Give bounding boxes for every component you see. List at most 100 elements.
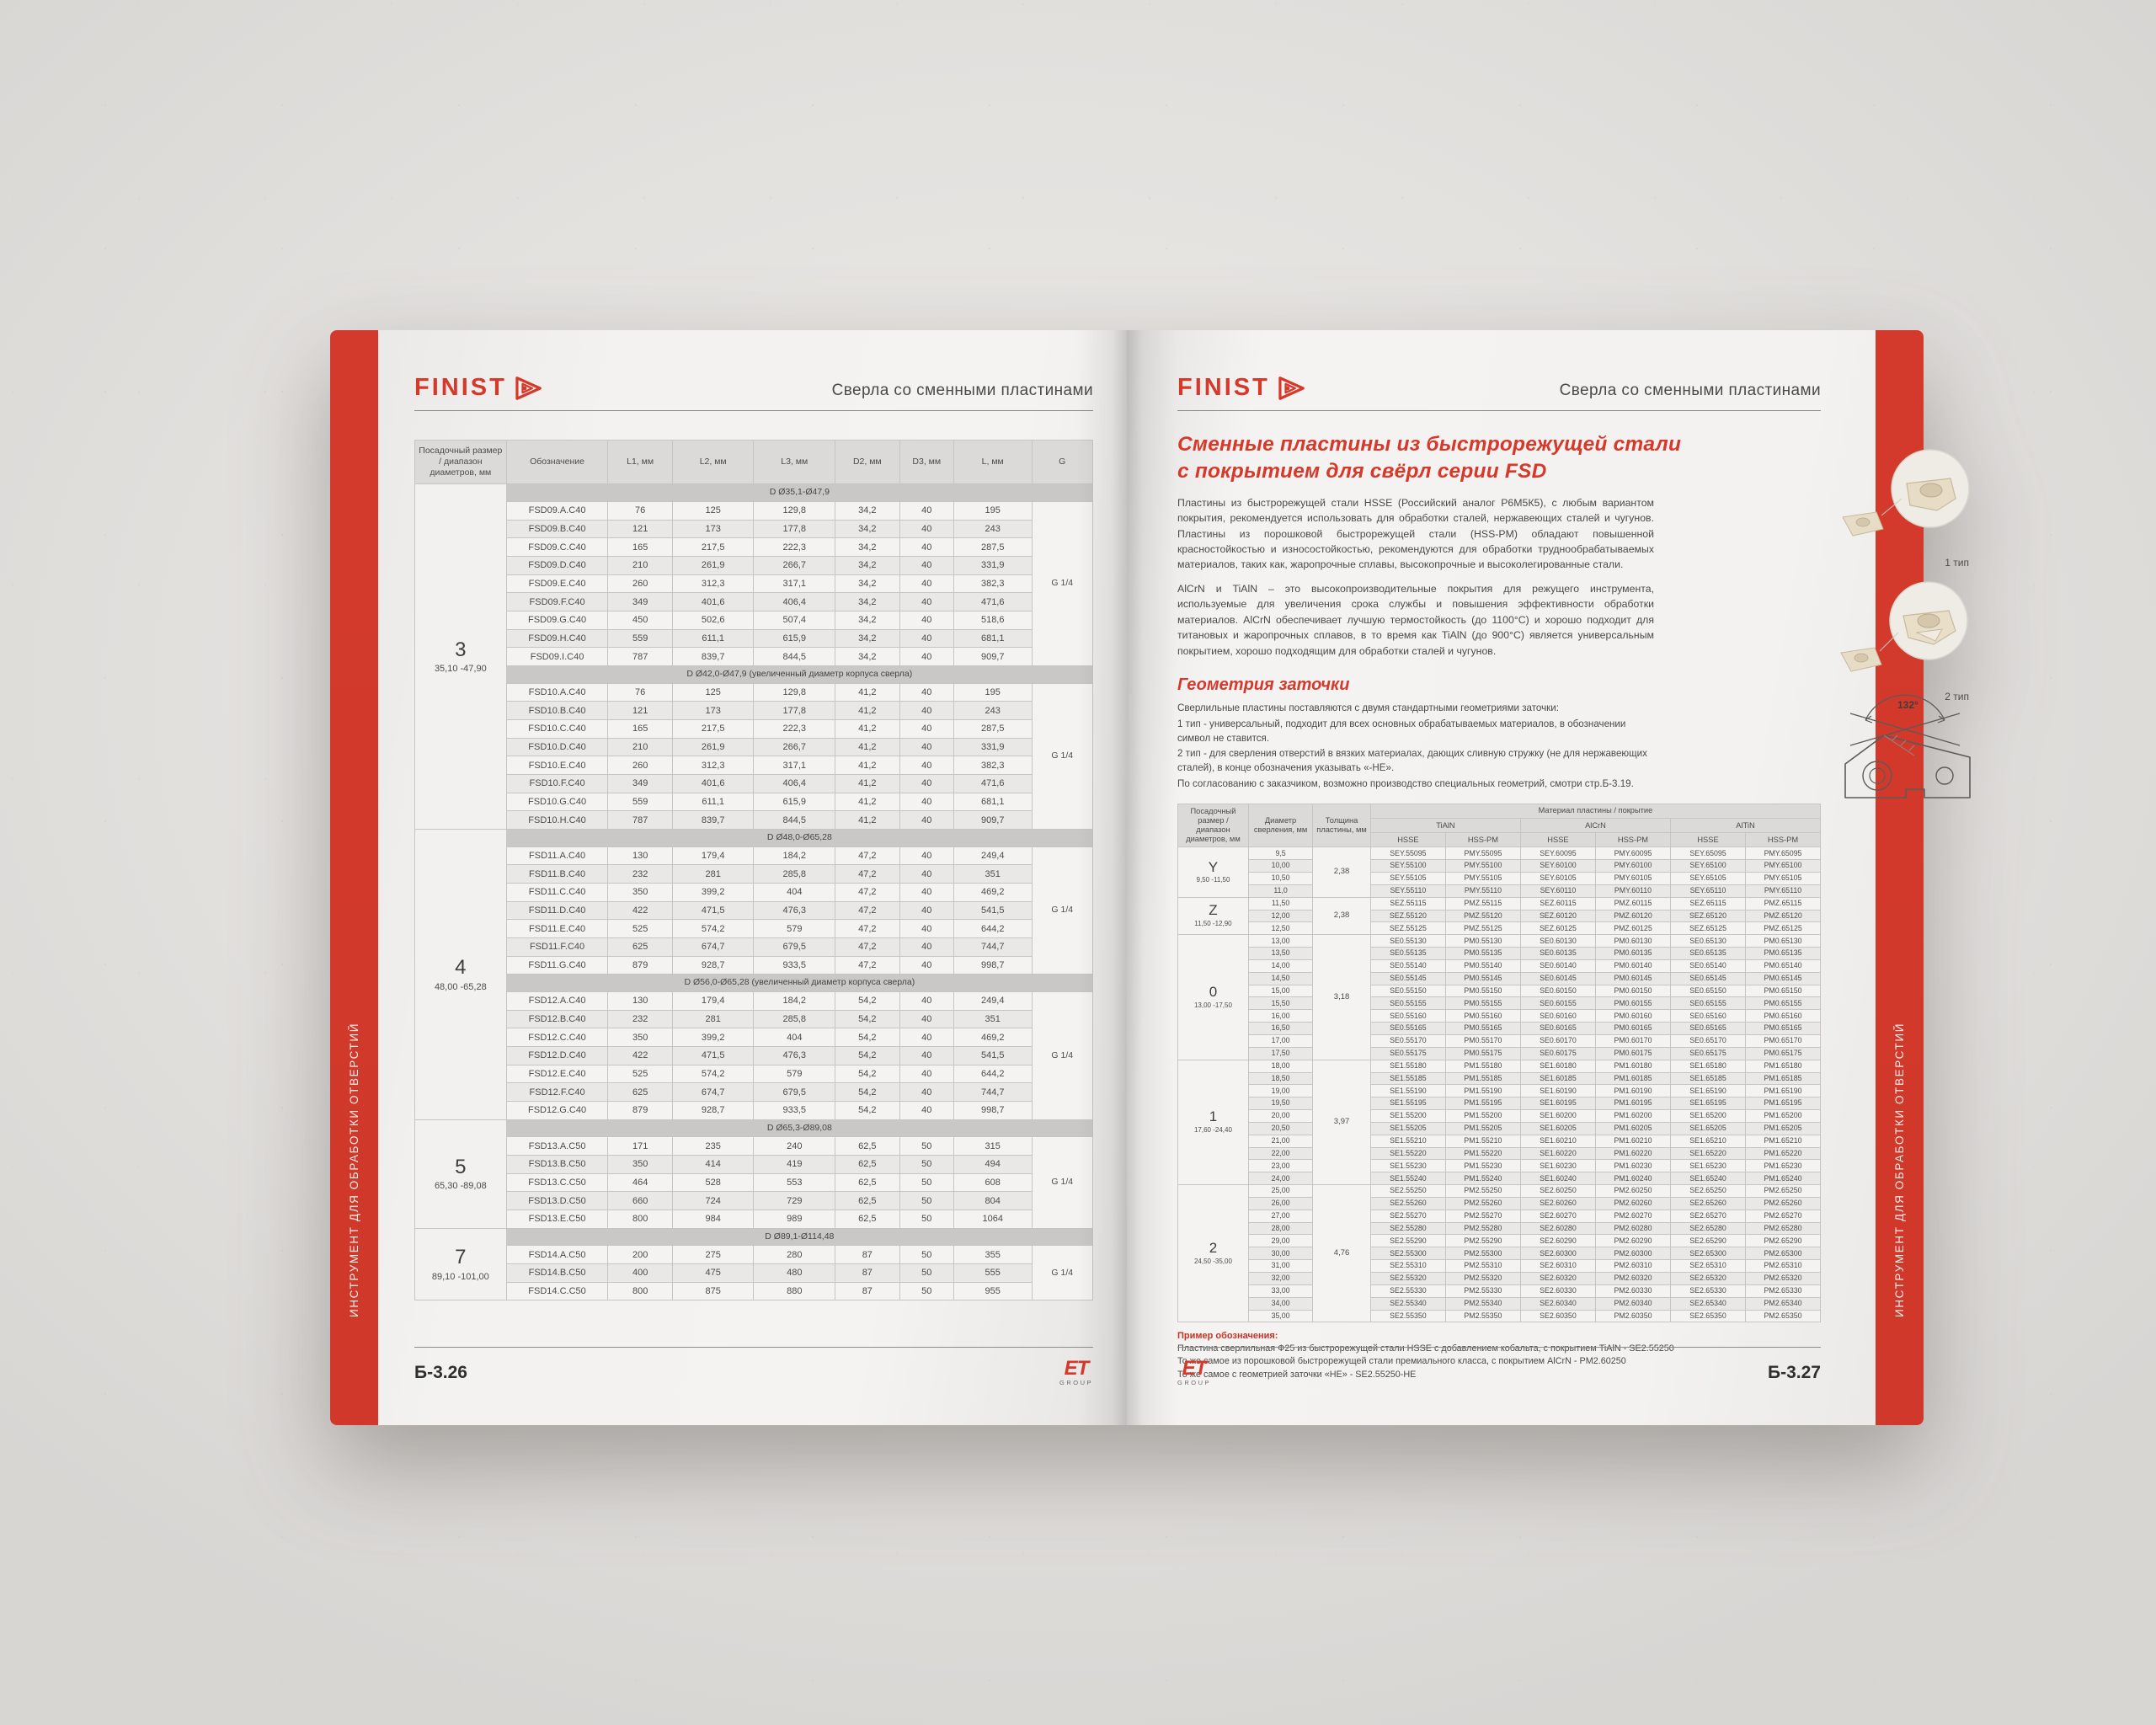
size-group-cell: Z 11,50 -12,90 [1177, 896, 1249, 936]
table-row: FSD12.F.C40 625 674,7 679,5 54,2 40 744,7 [415, 1082, 1093, 1103]
left-page-footer: Б-3.26 ET GROUP [414, 1347, 1093, 1386]
designation-cell: FSD10.F.C40 [505, 774, 609, 793]
insert-code-cell: SEZ.55120 [1369, 909, 1446, 923]
example-line-2: То же самое из порошковой быстрорежущей … [1177, 1356, 1626, 1367]
insert-code-cell: SEZ.60120 [1519, 909, 1596, 923]
value-cell: 475 [671, 1263, 755, 1283]
insert-code-cell: SE1.60240 [1519, 1172, 1596, 1186]
value-cell: 129,8 [753, 501, 836, 521]
value-cell: 729 [753, 1191, 836, 1211]
value-cell: 879 [607, 955, 673, 975]
insert-code-cell: SE0.60155 [1519, 996, 1596, 1011]
value-cell: 195 [953, 501, 1033, 521]
insert-code-cell: PM0.65165 [1745, 1022, 1821, 1035]
value-cell: 559 [607, 792, 673, 812]
insert-code-cell: SE1.65240 [1669, 1172, 1747, 1186]
drill-dimensions-table: Посадочный размер / диапазон диаметров, … [414, 439, 1094, 1301]
article-title-line2: с покрытием для свёрл серии FSD [1177, 459, 1547, 483]
value-cell: 574,2 [671, 1064, 755, 1084]
geometry-type2-note: 2 тип - для сверления отверстий в вязких… [1177, 748, 1647, 774]
value-cell: 404 [753, 883, 836, 902]
insert-code-cell: PMY.65105 [1745, 872, 1821, 885]
value-cell: 40 [899, 1064, 954, 1084]
drill-diameter-cell: 10,00 [1247, 859, 1314, 873]
value-cell: 165 [607, 719, 673, 739]
value-cell: 34,2 [835, 556, 900, 575]
insert-code-cell: SE1.60185 [1519, 1071, 1596, 1086]
footer-rule [414, 1347, 1093, 1348]
insert-code-cell: SEY.60095 [1519, 846, 1596, 861]
insert-code-cell: PM0.60130 [1594, 934, 1672, 948]
insert-code-cell: PM0.60170 [1594, 1033, 1672, 1048]
value-cell: 399,2 [671, 883, 755, 902]
value-cell: 559 [607, 628, 673, 649]
value-cell: 611,1 [671, 792, 755, 812]
substrate-header-row: HSSE HSS-PM HSSE HSS-PM HSSE HSS-PM [1178, 832, 1821, 848]
table-row: FSD09.F.C40 349 401,6 406,4 34,2 40 471,6 [415, 592, 1093, 612]
insert-code-cell: SEY.65100 [1669, 859, 1747, 873]
insert-code-cell: PM1.65195 [1745, 1097, 1821, 1111]
value-cell: 285,8 [753, 864, 836, 884]
diameter-range: 48,00 -65,28 [434, 981, 487, 992]
insert-code-cell: SEY.65105 [1669, 872, 1747, 885]
diameter-band-row: 4 48,00 -65,28 D Ø48,0-Ø65,28 [414, 829, 1094, 1120]
value-cell: 280 [753, 1245, 836, 1265]
insert-code-cell: PM2.60320 [1594, 1272, 1672, 1285]
insert-code-cell: SE2.55320 [1369, 1272, 1446, 1285]
insert-code-cell: PM0.65170 [1745, 1033, 1821, 1048]
insert-code-cell: SE2.65250 [1669, 1184, 1747, 1198]
value-cell: 87 [835, 1281, 900, 1301]
value-cell: 165 [607, 537, 673, 558]
table-row: 23,00 SE1.55230 PM1.55230 SE1.60230 PM1.6023… [1178, 1159, 1821, 1173]
value-cell: 62,5 [835, 1155, 900, 1174]
insert-code-cell: SE2.65270 [1669, 1209, 1747, 1223]
value-cell: 471,5 [671, 1046, 755, 1065]
table-header-row: Посадочный размер / диапазон диаметров, … [414, 439, 1093, 485]
thread-size-cell: G 1/4 [1031, 682, 1093, 830]
value-cell: 40 [899, 556, 954, 575]
value-cell: 40 [899, 792, 954, 812]
column-header: L2, мм [671, 439, 755, 485]
value-cell: 47,2 [835, 937, 900, 957]
value-cell: 40 [899, 756, 954, 776]
value-cell: 998,7 [953, 955, 1033, 975]
table-row: 24,00 SE1.55240 PM1.55240 SE1.60240 PM1.6024… [1178, 1172, 1821, 1186]
insert-code-cell: SE1.55180 [1369, 1059, 1446, 1073]
insert-code-cell: SE0.65140 [1669, 959, 1747, 973]
value-cell: 401,6 [671, 592, 755, 612]
value-cell: 54,2 [835, 1101, 900, 1120]
et-group-logo: ET GROUP [1177, 1359, 1211, 1386]
designation-cell: FSD09.F.C40 [505, 592, 609, 612]
insert-code-cell: PM2.60300 [1594, 1247, 1672, 1261]
insert-code-cell: PM1.65220 [1745, 1146, 1821, 1161]
insert-code-cell: SE0.60150 [1519, 984, 1596, 998]
table-row: 15,50 SE0.55155 PM0.55155 SE0.60155 PM0.6015… [1178, 996, 1821, 1011]
table-row: 29,00 SE2.55290 PM2.55290 SE2.60290 PM2.6029… [1178, 1234, 1821, 1248]
drill-diameter-cell: 16,00 [1247, 1009, 1314, 1023]
value-cell: 41,2 [835, 792, 900, 812]
insert-code-cell: SE1.60205 [1519, 1121, 1596, 1135]
value-cell: 476,3 [753, 1046, 836, 1065]
column-header: Посадочный размер / диапазон диаметров, … [414, 439, 507, 485]
et-logo-subtext: GROUP [1177, 1379, 1212, 1386]
insert-code-cell: PM2.65320 [1745, 1272, 1821, 1285]
value-cell: 173 [671, 519, 755, 539]
value-cell: 40 [899, 991, 954, 1011]
value-cell: 222,3 [753, 719, 836, 739]
drill-diameter-cell: 19,00 [1247, 1084, 1314, 1098]
table-row: 0 13,00 -17,50 13,00 3,18 SE0.55130 PM0.55130… [1177, 934, 1821, 1060]
value-cell: 281 [671, 864, 755, 884]
diameter-range: 13,00 -17,50 [1193, 1001, 1232, 1009]
size-number: 2 [1209, 1240, 1218, 1257]
insert-code-cell: SE2.60290 [1519, 1234, 1596, 1248]
value-cell: 50 [899, 1172, 954, 1193]
value-cell: 41,2 [835, 701, 900, 721]
table-header-row: Посадочный размер / диапазон диаметров, … [1177, 803, 1822, 848]
insert-code-cell: SE1.65190 [1669, 1084, 1747, 1098]
coating-header-row: TiAlN AlCrN AlTiN [1178, 817, 1821, 834]
insert-code-cell: SEY.60100 [1519, 859, 1596, 873]
insert-code-cell: PM1.65230 [1745, 1159, 1821, 1173]
insert-code-cell: PM0.55140 [1444, 959, 1521, 973]
insert-code-cell: SE2.55250 [1369, 1184, 1446, 1198]
diameter-range: 89,10 -101,00 [431, 1271, 489, 1282]
